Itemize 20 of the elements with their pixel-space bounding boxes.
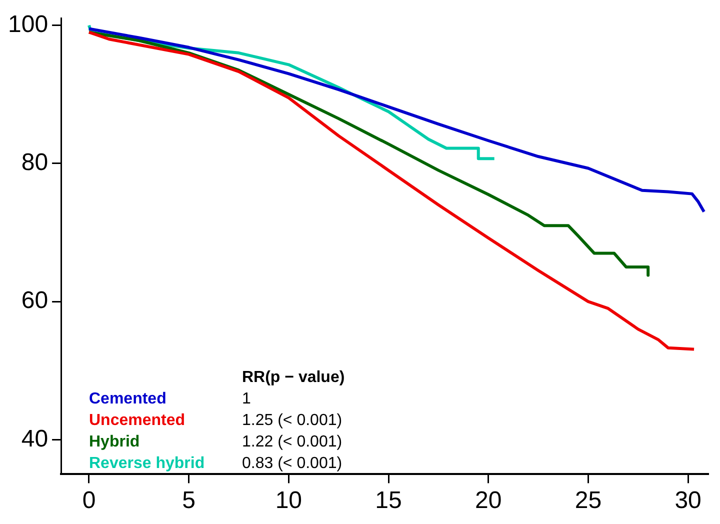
x-tick-label: 15: [375, 487, 402, 514]
x-tick-label: 25: [574, 487, 602, 514]
text: Reverse hybrid: [89, 454, 205, 472]
x-tick-label: 5: [182, 487, 196, 514]
y-tick-label: 60: [21, 287, 48, 314]
x-tick-label: 30: [674, 487, 702, 514]
y-tick-label: 80: [21, 149, 48, 176]
text: Uncemented: [89, 412, 186, 429]
annotation: 1: [242, 390, 251, 408]
annotation: 0.83 (< 0.001): [242, 454, 342, 472]
annotation: 1.22 (< 0.001): [242, 433, 342, 450]
text: Cemented: [89, 390, 166, 408]
x-tick-label: 10: [275, 487, 302, 514]
annotation: RR(p − value): [242, 368, 345, 386]
annotation: 1.25 (< 0.001): [242, 412, 342, 429]
y-tick-label: 100: [8, 10, 48, 38]
x-tick-label: 20: [475, 487, 502, 514]
x-tick-label: 0: [82, 487, 96, 514]
y-tick-label: 40: [21, 425, 48, 452]
text: Hybrid: [89, 433, 140, 450]
